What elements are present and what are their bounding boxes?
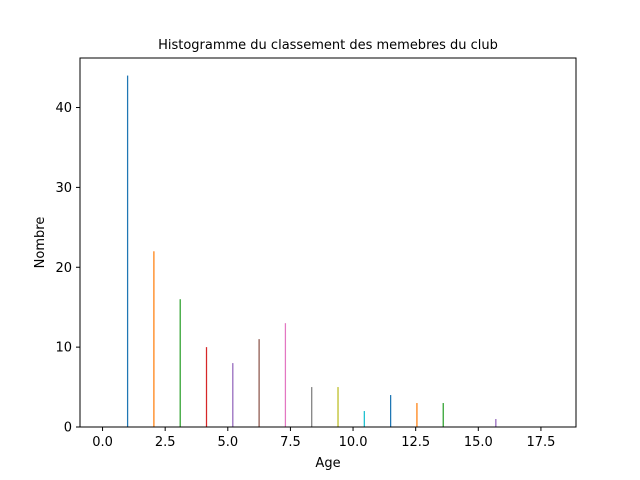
bar-11 xyxy=(416,403,418,427)
bar-6 xyxy=(284,323,287,427)
bar-12 xyxy=(442,403,444,427)
bar-3 xyxy=(205,347,208,427)
y-tick-label: 10 xyxy=(55,341,72,356)
x-tick-label: 5.0 xyxy=(217,435,238,450)
y-tick-label: 20 xyxy=(55,261,72,276)
plot-frame xyxy=(79,57,577,428)
y-tick-label: 0 xyxy=(64,421,72,436)
bar-2 xyxy=(179,299,181,427)
bar-0 xyxy=(126,75,129,427)
bar-8 xyxy=(337,387,339,427)
bars-group xyxy=(126,75,497,427)
x-tick-label: 0.0 xyxy=(92,435,113,450)
x-axis-label: Age xyxy=(315,456,340,471)
x-tick-label: 2.5 xyxy=(155,435,176,450)
bar-1 xyxy=(153,251,155,427)
bar-7 xyxy=(311,387,313,427)
bar-4 xyxy=(232,363,234,427)
bar-10 xyxy=(390,395,392,427)
chart-title: Histogramme du classement des memebres d… xyxy=(158,38,498,53)
y-axis-label: Nombre xyxy=(33,217,48,269)
x-tick-label: 10.0 xyxy=(339,435,368,450)
bar-5 xyxy=(258,339,260,427)
x-axis-ticks: 0.0 2.5 5.0 7.5 10.0 12.5 15.0 17.5 xyxy=(92,427,555,450)
x-tick-label: 15.0 xyxy=(464,435,493,450)
y-tick-label: 40 xyxy=(55,101,72,116)
bar-9 xyxy=(363,411,365,427)
x-tick-label: 12.5 xyxy=(401,435,430,450)
y-tick-label: 30 xyxy=(55,181,72,196)
x-tick-label: 7.5 xyxy=(280,435,301,450)
x-tick-label: 17.5 xyxy=(526,435,555,450)
y-axis-ticks: 0 10 20 30 40 xyxy=(55,101,80,436)
bar-13 xyxy=(495,419,497,427)
